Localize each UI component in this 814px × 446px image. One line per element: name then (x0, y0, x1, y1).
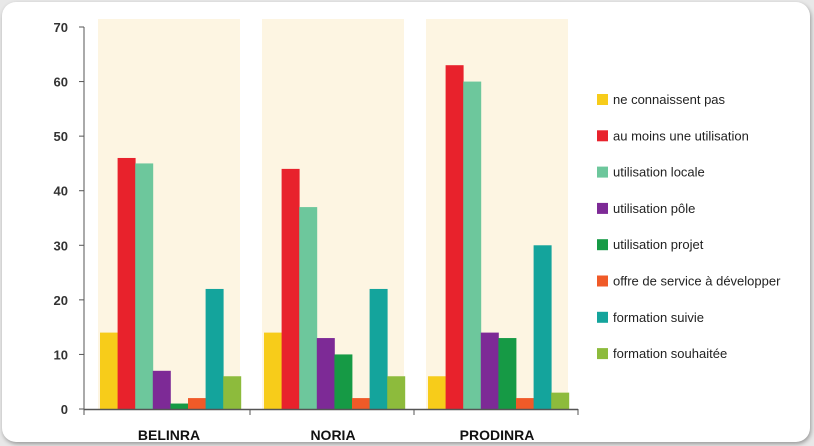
legend-swatch-1 (597, 94, 608, 105)
bar-prodinra-7 (533, 245, 552, 409)
legend-swatch-8 (597, 348, 608, 360)
legend-swatch-6 (597, 275, 608, 287)
y-tick-label-50: 50 (54, 129, 68, 144)
bar-noria-2 (281, 168, 300, 409)
bar-belinra-3 (135, 163, 154, 409)
legend-label-1: ne connaissent pas (613, 92, 726, 107)
bar-belinra-1 (100, 332, 118, 409)
bar-noria-4 (316, 338, 335, 409)
bar-belinra-4 (152, 370, 171, 409)
bar-noria-7 (369, 288, 388, 409)
bar-noria-8 (387, 376, 406, 409)
legend-swatch-2 (597, 130, 608, 142)
bar-prodinra-6 (516, 398, 534, 409)
bar-prodinra-3 (463, 81, 482, 410)
bar-prodinra-4 (480, 332, 499, 409)
legend: ne connaissent pas au moins une utilisati… (597, 92, 781, 361)
x-category-label-noria: NORIA (310, 427, 355, 443)
legend-swatch-4 (597, 202, 608, 214)
bar-belinra-2 (117, 157, 136, 409)
legend-label-7: formation suivie (613, 310, 704, 325)
y-tick-label-70: 70 (54, 20, 68, 35)
bar-prodinra-5 (498, 338, 517, 409)
y-tick-label-30: 30 (54, 238, 68, 253)
bar-prodinra-8 (551, 392, 570, 409)
bar-belinra-6 (188, 398, 206, 409)
bar-prodinra-2 (445, 65, 464, 409)
bar-noria-3 (299, 207, 318, 409)
legend-label-3: utilisation locale (613, 165, 705, 180)
legend-label-6: offre de service à développer (613, 274, 781, 289)
y-tick-label-0: 0 (61, 402, 68, 417)
legend-swatch-7 (597, 311, 608, 323)
bars (100, 65, 570, 410)
y-tick-label-20: 20 (54, 293, 68, 308)
bar-noria-6 (352, 398, 370, 409)
bar-prodinra-1 (428, 376, 446, 409)
y-tick-label-10: 10 (54, 347, 68, 362)
x-category-label-belinra: BELINRA (138, 427, 200, 443)
bar-belinra-5 (170, 403, 189, 409)
legend-label-4: utilisation pôle (613, 201, 695, 216)
bar-belinra-8 (223, 376, 242, 409)
y-tick-label-40: 40 (54, 184, 68, 199)
bar-noria-5 (334, 354, 353, 409)
legend-swatch-5 (597, 239, 608, 251)
legend-swatch-3 (597, 166, 608, 178)
axes: 0 10 20 30 40 50 60 70 BELINRA NORIA PRODINRA (54, 20, 579, 443)
bar-noria-1 (264, 332, 282, 409)
x-category-label-prodinra: PRODINRA (460, 427, 535, 443)
legend-label-8: formation souhaitée (613, 346, 727, 361)
legend-label-5: utilisation projet (613, 237, 704, 252)
legend-label-2: au moins une utilisation (613, 128, 749, 143)
bar-belinra-7 (205, 288, 224, 409)
y-tick-label-60: 60 (54, 75, 68, 90)
